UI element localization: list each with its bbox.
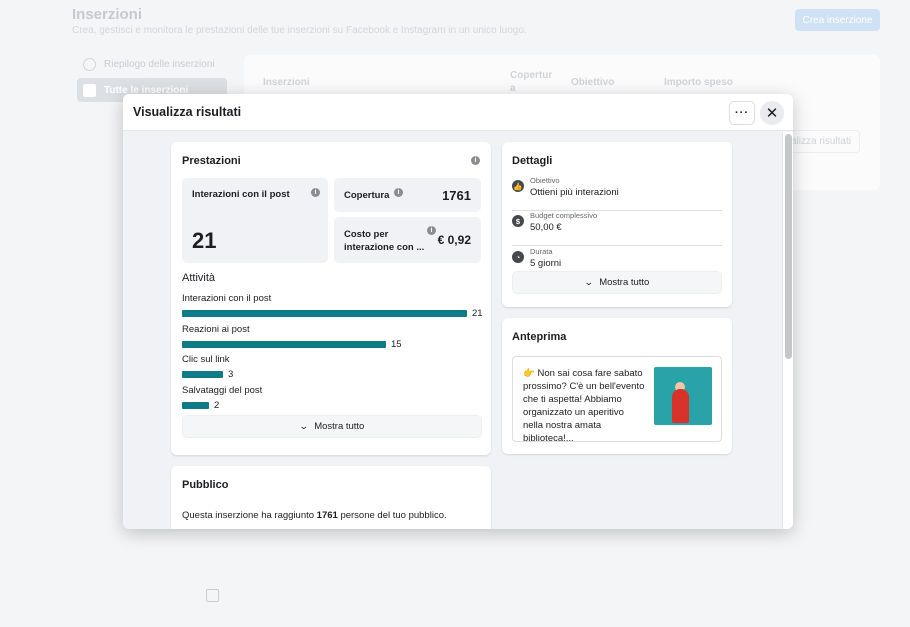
activity-bar [182,370,223,378]
clock-icon: ◔ [512,251,524,263]
detail-duration: ◔ Durata 5 giorni [512,247,722,282]
preview-title: Anteprima [512,331,567,343]
activity-label: Reazioni ai post [182,324,250,335]
activity-row: Salvataggi del post 2 [182,385,487,411]
reach-value: 1761 [442,188,471,203]
ad-preview[interactable]: 👉 Non sai cosa fare sabato prossimo? C'è… [512,356,722,444]
activity-label: Clic sul link [182,354,230,365]
performance-title: Prestazioni [182,155,241,167]
audience-text-before: Questa inserzione ha raggiunto [182,510,317,521]
info-icon[interactable]: i [427,226,436,235]
reach-label: Copertura [344,190,390,201]
column-spent: Importo speso [664,77,733,88]
details-panel: Dettagli 👍 Obiettivo Ottieni più interaz… [502,142,732,307]
ellipsis-icon: ··· [735,107,749,119]
detail-budget: $ Budget complessivo 50,00 € [512,211,722,246]
interactions-metric: Interazioni con il post i 21 [182,178,328,263]
detail-label: Durata [530,247,553,256]
activity-value: 3 [228,368,234,380]
page-title: Inserzioni [72,6,143,23]
detail-value: Ottieni più interazioni [530,187,619,198]
sidebar-item-label: Tutte le inserzioni [104,84,189,96]
detail-label: Obiettivo [530,176,560,185]
activity-bar [182,401,209,409]
chevron-down-icon: ⌄ [298,421,309,431]
audience-title: Pubblico [182,479,229,491]
more-options-button[interactable]: ··· [729,101,755,125]
detail-value: 5 giorni [530,258,562,269]
modal-header: Visualizza risultati ··· ✕ [123,94,793,131]
audience-text-after: persone del tuo pubblico. [337,510,447,521]
info-icon[interactable]: i [471,156,480,165]
chevron-down-icon: ⌄ [583,277,594,287]
scrollbar[interactable] [782,132,793,529]
info-icon[interactable]: i [311,188,320,197]
dollar-icon: $ [512,215,524,227]
activity-value: 21 [472,307,483,319]
interactions-label: Interazioni con il post [192,189,290,200]
close-button[interactable]: ✕ [760,101,784,125]
detail-value: 50,00 € [530,222,562,233]
column-reach: Copertur a [510,70,553,94]
audience-reach: 1761 [316,510,338,521]
thumbs-up-icon: 👍 [512,180,524,192]
modal-title: Visualizza risultati [133,105,242,119]
activity-label: Salvataggi del post [182,385,263,396]
column-ads: Inserzioni [263,77,310,88]
activity-value: 15 [391,338,402,350]
detail-objective: 👍 Obiettivo Ottieni più interazioni [512,176,722,211]
preview-text: 👉 Non sai cosa fare sabato prossimo? C'è… [523,368,645,444]
activity-row: Interazioni con il post 21 [182,293,487,319]
scroll-thumb[interactable] [785,134,792,359]
close-icon: ✕ [765,105,779,122]
cost-value: € 0,92 [437,233,471,247]
view-results-button[interactable]: alizza risultati [781,130,860,153]
activity-bar [182,309,467,317]
audience-text: Questa inserzione ha raggiunto 1761 pers… [182,510,447,521]
smiley-icon [83,57,96,71]
page-header: Inserzioni Crea, gestisci e monitora le … [72,6,527,36]
preview-panel: Anteprima 👉 Non sai cosa fare sabato pro… [502,318,732,454]
details-show-all-button[interactable]: ⌄ Mostra tutto [512,271,722,294]
details-title: Dettagli [512,155,553,167]
page-subtitle: Crea, gestisci e monitora le prestazioni… [72,25,527,36]
activity-bar [182,340,386,348]
ad-thumbnail [654,367,712,425]
reach-metric: Copertura i 1761 [334,178,481,212]
megaphone-icon [83,83,96,97]
show-all-label: Mostra tutto [599,277,650,288]
activity-title: Attività [182,272,216,284]
modal-content: Prestazioni i Interazioni con il post i … [123,132,793,529]
sidebar-item-label: Riepilogo delle inserzioni [104,58,215,70]
activity-value: 2 [214,399,220,411]
detail-label: Budget complessivo [530,211,598,220]
results-modal: Visualizza risultati ··· ✕ Prestazioni i… [123,94,793,529]
column-objective: Obiettivo [571,77,615,88]
create-ad-button[interactable]: Crea inserzione [795,9,880,31]
info-icon[interactable]: i [394,188,403,197]
show-all-button[interactable]: ⌄ Mostra tutto [182,415,482,438]
performance-panel: Prestazioni i Interazioni con il post i … [171,142,491,455]
activity-row: Clic sul link 3 [182,354,487,380]
activity-row: Reazioni ai post 15 [182,324,487,350]
cost-metric: Costo per interazione con ... i € 0,92 [334,217,481,263]
panel-toggle-icon[interactable] [206,589,219,602]
activity-label: Interazioni con il post [182,293,272,304]
sidebar-item-summary[interactable]: Riepilogo delle inserzioni [77,52,227,76]
audience-panel: Pubblico Questa inserzione ha raggiunto … [171,466,491,529]
interactions-value: 21 [192,228,217,253]
show-all-label: Mostra tutto [314,421,365,432]
cost-label: Costo per interazione con ... [344,229,425,253]
